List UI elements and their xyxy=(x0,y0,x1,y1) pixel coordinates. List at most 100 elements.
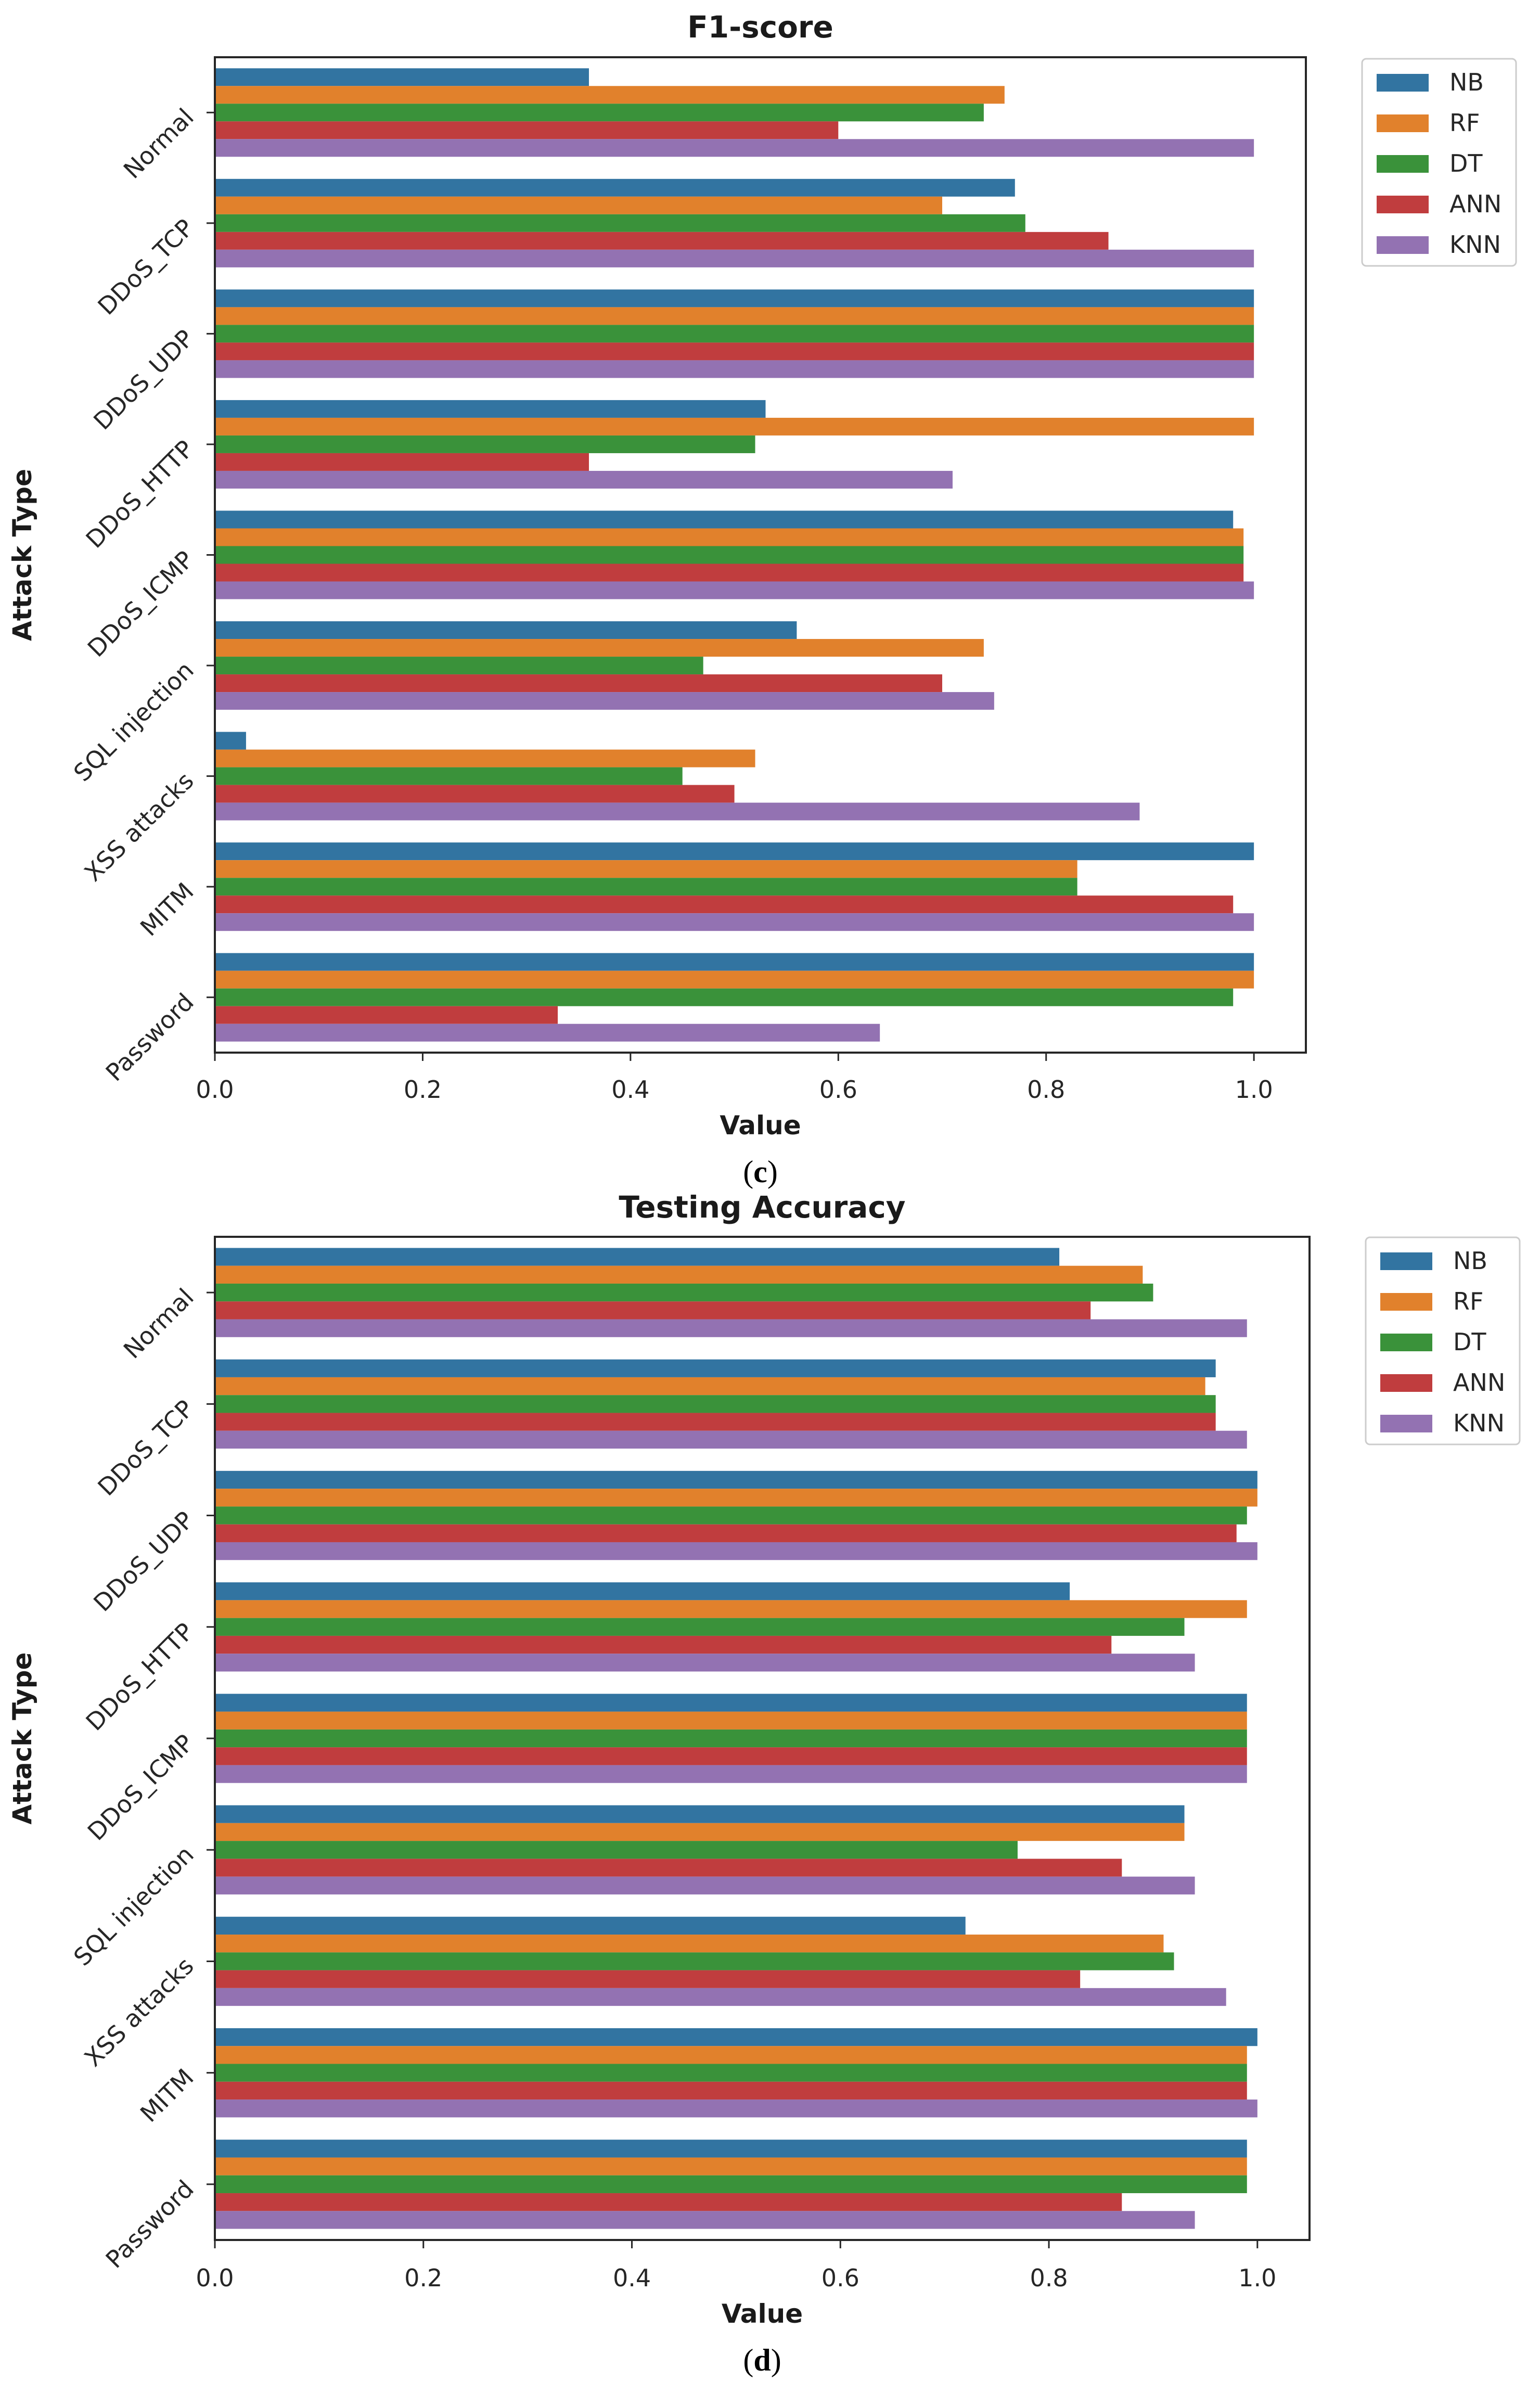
bar-ann-3 xyxy=(215,453,589,471)
legend-swatch-knn xyxy=(1380,1415,1432,1432)
legend-label-dt: DT xyxy=(1449,149,1483,177)
x-tick-label: 0.6 xyxy=(822,2264,859,2292)
bar-knn-2 xyxy=(215,360,1254,378)
legend-label-rf: RF xyxy=(1449,109,1480,137)
legend-swatch-ann xyxy=(1380,1374,1432,1392)
bar-rf-2 xyxy=(215,1489,1257,1507)
y-axis-label: Attack Type xyxy=(7,469,37,641)
bar-knn-1 xyxy=(215,1430,1247,1449)
bar-ann-2 xyxy=(215,342,1254,361)
bar-knn-1 xyxy=(215,249,1254,267)
bar-nb-4 xyxy=(215,1694,1247,1712)
y-tick-label: DDoS_TCP xyxy=(92,213,199,320)
y-tick-label: DDoS_ICMP xyxy=(82,1729,199,1846)
x-tick-label: 0.4 xyxy=(611,1076,649,1104)
y-tick-label: Password xyxy=(100,988,199,1086)
bar-knn-5 xyxy=(215,692,994,710)
legend: NB RF DT ANN KNN xyxy=(1365,1236,1521,1445)
bar-knn-6 xyxy=(215,1988,1226,2006)
bar-ann-5 xyxy=(215,674,942,693)
bar-dt-8 xyxy=(215,2175,1247,2194)
bar-knn-6 xyxy=(215,802,1140,821)
bar-rf-5 xyxy=(215,639,984,657)
bar-dt-7 xyxy=(215,2064,1247,2082)
bar-dt-2 xyxy=(215,1506,1247,1525)
bar-knn-0 xyxy=(215,1319,1247,1337)
y-tick-label: Password xyxy=(100,2174,199,2273)
chart-title: F1-score xyxy=(687,9,833,45)
bar-nb-0 xyxy=(215,1248,1060,1266)
bar-dt-3 xyxy=(215,435,755,453)
bar-nb-3 xyxy=(215,1582,1070,1601)
bar-ann-5 xyxy=(215,1859,1122,1877)
y-tick-label: DDoS_UDP xyxy=(88,324,199,436)
bar-nb-7 xyxy=(215,842,1254,861)
bar-dt-7 xyxy=(215,878,1077,896)
bar-nb-5 xyxy=(215,621,797,639)
legend-swatch-knn xyxy=(1377,236,1429,254)
chart-title: Testing Accuracy xyxy=(619,1189,905,1225)
legend-label-rf: RF xyxy=(1453,1287,1483,1315)
bar-ann-1 xyxy=(215,1413,1216,1431)
x-tick-label: 0.4 xyxy=(613,2264,651,2292)
bar-dt-0 xyxy=(215,1283,1153,1302)
bar-knn-5 xyxy=(215,1876,1195,1894)
y-tick-label: MITM xyxy=(135,2063,199,2128)
bar-knn-8 xyxy=(215,2211,1195,2229)
bar-ann-1 xyxy=(215,232,1109,250)
bar-knn-8 xyxy=(215,1023,880,1042)
panel-letter: d xyxy=(753,2343,771,2377)
bar-rf-2 xyxy=(215,307,1254,325)
y-tick-label: DDoS_TCP xyxy=(92,1394,199,1501)
legend-swatch-rf xyxy=(1380,1293,1432,1311)
bar-nb-6 xyxy=(215,732,246,750)
legend-label-knn: KNN xyxy=(1453,1409,1505,1437)
x-tick-label: 0.8 xyxy=(1027,1076,1065,1104)
bar-rf-8 xyxy=(215,2157,1247,2175)
x-tick-label: 0.0 xyxy=(196,2264,234,2292)
x-axis-label: Value xyxy=(720,1110,801,1141)
bar-dt-4 xyxy=(215,546,1244,564)
bar-knn-4 xyxy=(215,581,1254,599)
bar-ann-3 xyxy=(215,1635,1112,1654)
bar-nb-5 xyxy=(215,1805,1185,1823)
bar-rf-5 xyxy=(215,1823,1185,1841)
bar-rf-0 xyxy=(215,86,1005,104)
legend-swatch-nb xyxy=(1380,1252,1432,1270)
bar-dt-1 xyxy=(215,214,1025,232)
bar-dt-2 xyxy=(215,325,1254,343)
bar-dt-5 xyxy=(215,657,703,675)
legend-label-knn: KNN xyxy=(1449,231,1501,259)
bar-ann-2 xyxy=(215,1524,1237,1542)
x-tick-label: 0.2 xyxy=(404,1076,442,1104)
bar-rf-4 xyxy=(215,528,1244,546)
bar-knn-3 xyxy=(215,1654,1195,1672)
y-tick-label: DDoS_HTTP xyxy=(80,435,199,554)
y-tick-label: Normal xyxy=(118,1283,199,1364)
y-axis-label: Attack Type xyxy=(7,1652,37,1824)
legend-swatch-rf xyxy=(1377,114,1429,132)
y-tick-label: XSS attacks xyxy=(79,766,199,887)
bar-rf-0 xyxy=(215,1265,1143,1284)
bar-ann-0 xyxy=(215,1301,1091,1320)
bar-nb-3 xyxy=(215,400,766,418)
bar-rf-3 xyxy=(215,1600,1247,1618)
y-tick-label: MITM xyxy=(135,877,199,942)
x-tick-label: 1.0 xyxy=(1238,2264,1276,2292)
bar-knn-0 xyxy=(215,139,1254,157)
bar-rf-8 xyxy=(215,970,1254,989)
bar-dt-5 xyxy=(215,1841,1018,1859)
bar-nb-1 xyxy=(215,178,1015,197)
bar-nb-2 xyxy=(215,1470,1257,1489)
legend-label-ann: ANN xyxy=(1453,1368,1505,1397)
panel-letter: c xyxy=(753,1155,767,1189)
bar-nb-2 xyxy=(215,289,1254,308)
bar-rf-1 xyxy=(215,196,942,214)
x-tick-label: 0.2 xyxy=(404,2264,442,2292)
legend-box xyxy=(1365,1236,1521,1445)
bar-ann-6 xyxy=(215,1970,1081,1988)
x-axis-label: Value xyxy=(722,2299,803,2329)
panel-label: (d) xyxy=(743,2343,781,2377)
